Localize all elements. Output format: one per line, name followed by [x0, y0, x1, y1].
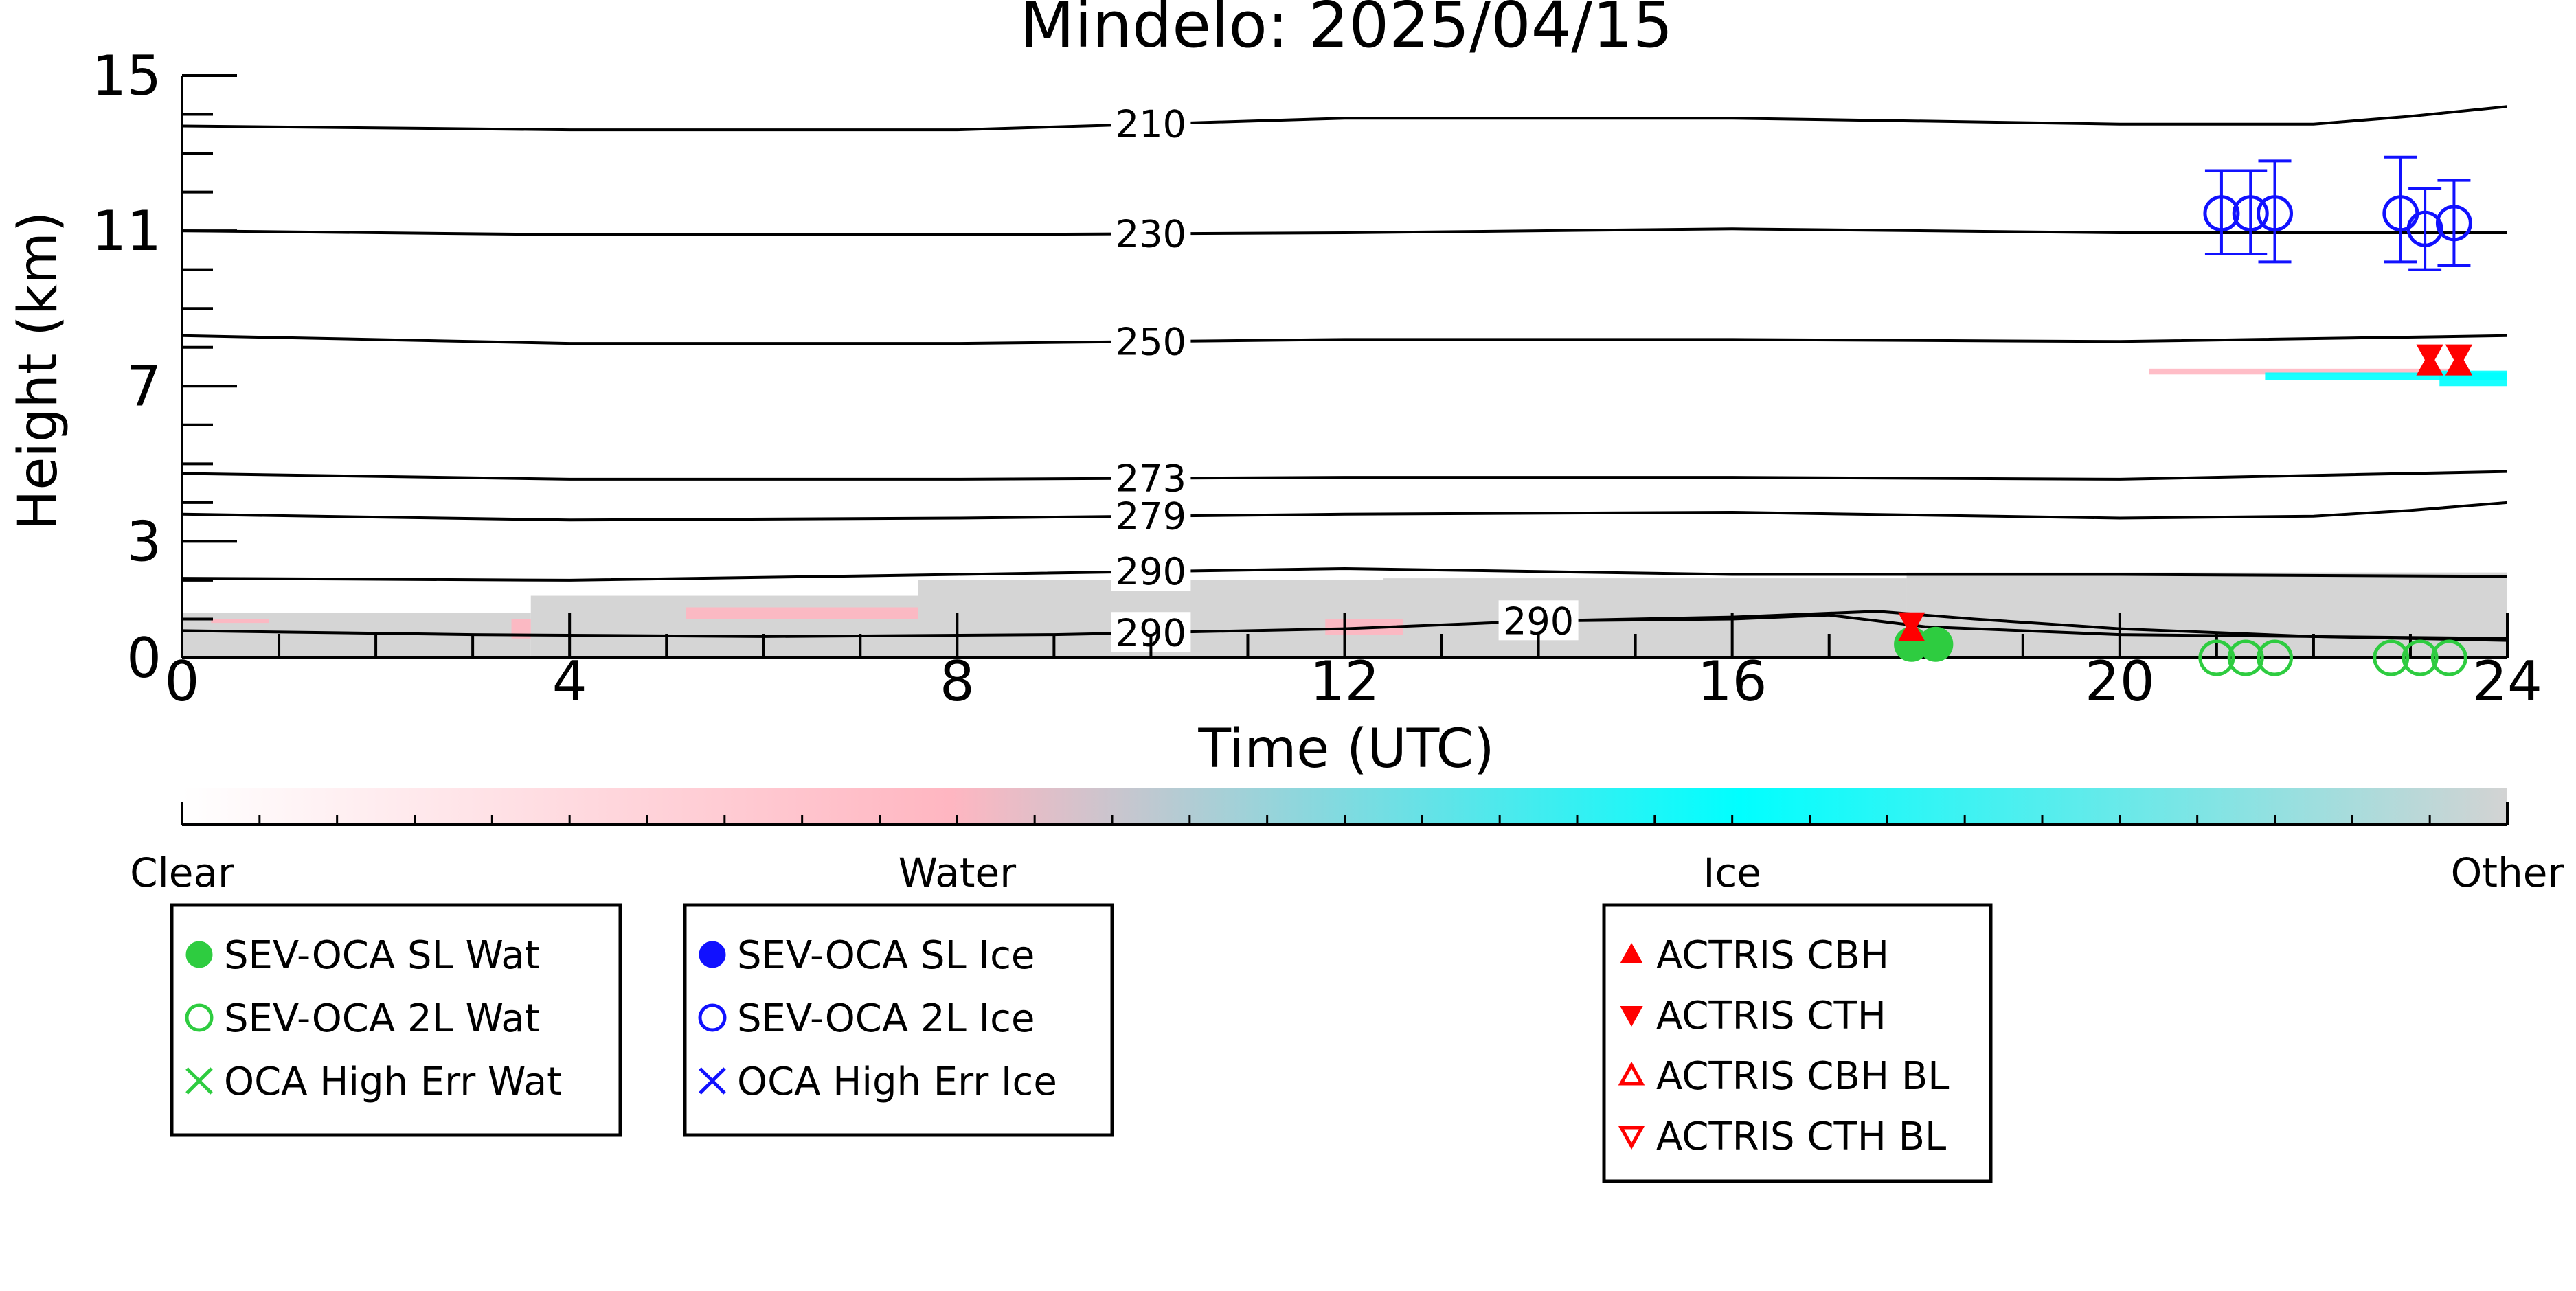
cloud-mask-band-ice: [2265, 372, 2507, 380]
y-axis-label: Height (km): [8, 212, 69, 531]
point-sev-oca-2l-wat: [2430, 639, 2467, 676]
point-sev-oca-2l-wat: [2257, 639, 2293, 676]
point-sev-oca-2l-wat: [2227, 639, 2264, 676]
point-sev-oca-sl-wat: [1918, 626, 1954, 662]
legend-label: SEV-OCA SL Ice: [737, 933, 1035, 978]
legend-marker: [1620, 942, 1643, 963]
colorbar-label: Water: [899, 849, 1017, 896]
legend-box: SEV-OCA SL Ice SEV-OCA 2L Ice OCA High Err…: [683, 903, 1114, 1137]
colorbar-label: Ice: [1703, 849, 1761, 896]
legend-label: OCA High Err Ice: [737, 1060, 1057, 1104]
axes: 0 3 7 11 15 0 4 8 12 16 20 24: [91, 44, 2542, 713]
cloud-mask-band-other: [530, 595, 918, 658]
temperature-contour-line: [182, 501, 2507, 522]
legend-label: OCA High Err Wat: [224, 1060, 562, 1104]
point-sev-oca-2l-wat: [2198, 639, 2235, 676]
point-sev-oca-2l-wat: [2402, 639, 2439, 676]
cloud-mask-band-water: [211, 619, 269, 624]
legend-marker: [1618, 1126, 1645, 1150]
x-tick-label: 12: [1310, 650, 1380, 713]
contour-label-bg: [1111, 457, 1191, 498]
contour-label: 250: [1116, 320, 1186, 363]
legend-marker: [185, 1003, 214, 1032]
x-tick-label: 0: [165, 650, 200, 713]
y-tick-label: 7: [126, 354, 161, 418]
point-sev-oca-2l-ice: [2435, 205, 2472, 242]
x-tick-label: 8: [940, 650, 975, 713]
point-actris-cth: [1897, 612, 1925, 637]
contour-label-bg: [1111, 103, 1191, 144]
marker-layer: [1894, 155, 2473, 676]
x-tick-label: 16: [1697, 650, 1767, 713]
colorbar-label: Clear: [130, 849, 234, 896]
chart-title: Mindelo: 2025/04/15: [1020, 0, 1673, 62]
legend-marker: [699, 1067, 726, 1095]
y-tick-label: 15: [91, 44, 161, 108]
x-axis-label: Time (UTC): [1197, 718, 1494, 780]
legend-marker: [1620, 1006, 1643, 1027]
contour-label: 290: [1116, 550, 1186, 593]
legend-box: SEV-OCA SL Wat SEV-OCA 2L Wat OCA High Err…: [170, 903, 622, 1137]
point-sev-oca-2l-ice: [2203, 195, 2240, 232]
colorbar-label: Other: [2451, 849, 2564, 896]
temperature-contour-line: [182, 227, 2507, 236]
y-tick-label: 11: [91, 199, 161, 263]
y-tick-label: 0: [126, 626, 161, 690]
legend-marker: [1618, 1061, 1645, 1086]
contour-label-bg: [1111, 321, 1191, 361]
contour-label-bg: [1111, 551, 1191, 591]
contour-label: 210: [1116, 103, 1186, 146]
point-sev-oca-2l-ice: [2406, 210, 2443, 247]
legend-marker: [185, 941, 213, 968]
legend-label: ACTRIS CBH: [1656, 933, 1889, 978]
point-actris-cth: [2416, 344, 2443, 369]
legend-marker: [185, 1067, 213, 1095]
y-tick-label: 3: [126, 510, 161, 573]
contour-label-bg: [1111, 495, 1191, 536]
legend-label: ACTRIS CBH BL: [1656, 1054, 1949, 1099]
legend-label: ACTRIS CTH: [1656, 994, 1886, 1038]
colorbar: Clear Water Ice Other: [130, 788, 2564, 896]
contour-label-bg: [1498, 600, 1579, 641]
temperature-contour-line: [182, 334, 2507, 345]
temperature-contour-line: [182, 567, 2507, 582]
legend-frame: [170, 903, 622, 1137]
cloud-mask-band-water: [2149, 368, 2469, 375]
x-tick-label: 24: [2472, 650, 2542, 713]
legend: SEV-OCA SL Wat SEV-OCA 2L Wat OCA High Err…: [170, 903, 1993, 1183]
point-actris-cth: [2445, 344, 2473, 369]
contour-label: 279: [1116, 495, 1186, 538]
legend-frame: [683, 903, 1114, 1137]
temperature-contour-line: [182, 470, 2507, 481]
x-tick-label: 4: [552, 650, 587, 713]
cloud-mask-band-water: [686, 607, 918, 619]
legend-label: SEV-OCA SL Wat: [224, 933, 540, 978]
point-sev-oca-2l-wat: [2373, 639, 2410, 676]
legend-label: SEV-OCA 2L Wat: [224, 996, 540, 1041]
x-tick-label: 20: [2085, 650, 2155, 713]
legend-marker: [698, 1003, 727, 1032]
temperature-contour-line: [182, 105, 2507, 132]
point-sev-oca-2l-ice: [2257, 195, 2293, 232]
contour-label: 230: [1116, 212, 1186, 255]
legend-label: ACTRIS CTH BL: [1656, 1115, 1946, 1159]
point-sev-oca-2l-ice: [2232, 195, 2269, 232]
legend-label: SEV-OCA 2L Ice: [737, 996, 1035, 1041]
legend-frame: [1602, 903, 1993, 1183]
contour-label: 273: [1116, 457, 1186, 501]
legend-box: ACTRIS CBH ACTRIS CTH ACTRIS CBH BL ACTRIS …: [1602, 903, 1993, 1183]
legend-marker: [699, 941, 726, 968]
contour-label-bg: [1111, 213, 1191, 253]
